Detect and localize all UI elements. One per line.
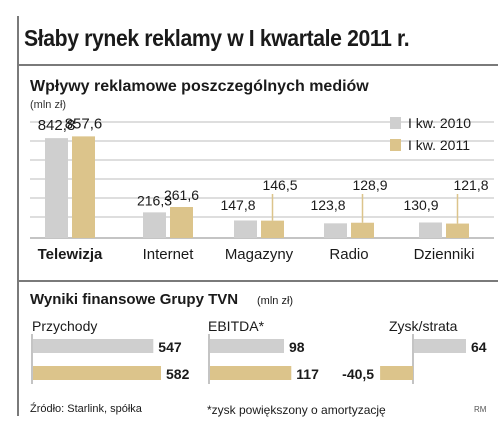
frame-left-line — [17, 16, 19, 416]
fin-group-label: EBITDA* — [208, 318, 265, 334]
data-label: 842,8 — [38, 117, 76, 134]
data-label: 130,9 — [403, 197, 438, 213]
fin-group-label: Zysk/strata — [389, 318, 458, 334]
bar — [419, 222, 442, 238]
fin-value: 117 — [296, 366, 319, 382]
frame-separator-line — [17, 280, 498, 282]
bar — [234, 220, 257, 238]
bar — [261, 220, 284, 238]
fin-value: 547 — [158, 339, 182, 355]
data-label: 147,8 — [220, 197, 255, 213]
data-label: 121,8 — [453, 177, 488, 193]
fin-bar — [33, 339, 154, 353]
data-label: 261,6 — [164, 187, 199, 203]
bar — [143, 212, 166, 238]
source-note: Źródło: Starlink, spółka — [30, 403, 142, 415]
category-label: Telewizja — [38, 246, 103, 263]
fin-bar — [380, 366, 413, 380]
category-label: Radio — [329, 246, 368, 263]
tvn-results-title-text: Wyniki finansowe Grupy TVN — [30, 291, 239, 308]
bar — [170, 207, 193, 238]
bar — [45, 138, 68, 238]
fin-bar — [414, 339, 466, 353]
author-credit: RM — [474, 405, 487, 414]
chart-title: Wpływy reklamowe poszczególnych mediów — [30, 78, 369, 95]
category-label: Dzienniki — [414, 246, 475, 263]
y-axis-unit: (mln zł) — [30, 99, 67, 111]
category-label: Internet — [143, 246, 195, 263]
data-label: 857,6 — [65, 115, 103, 132]
fin-group-label: Przychody — [32, 318, 98, 334]
page-title: Słaby rynek reklamy w I kwartale 2011 r. — [24, 25, 410, 51]
data-label: 123,8 — [310, 197, 345, 213]
data-label: 216,3 — [137, 192, 172, 208]
data-label: 146,5 — [262, 177, 297, 193]
fin-value: 582 — [166, 366, 190, 382]
fin-value: -40,5 — [342, 366, 374, 382]
bar — [446, 223, 469, 238]
category-label: Magazyny — [225, 246, 294, 263]
legend-label: I kw. 2011 — [408, 137, 470, 153]
fin-bar — [210, 366, 292, 380]
fin-bar — [210, 339, 284, 353]
bar — [351, 222, 374, 238]
footnote: *zysk powiększony o amortyzację — [207, 403, 386, 417]
legend-label: I kw. 2010 — [408, 115, 471, 131]
tvn-results-title: Wyniki finansowe Grupy TVN — [30, 291, 238, 308]
bar — [324, 223, 347, 238]
legend-swatch — [390, 139, 401, 151]
frame-top-line — [17, 64, 498, 66]
fin-value: 64 — [471, 339, 487, 355]
fin-bar — [33, 366, 161, 380]
data-label: 128,9 — [352, 177, 387, 193]
legend-swatch — [390, 117, 401, 129]
tvn-results-unit: (mln zł) — [257, 295, 294, 307]
bar — [72, 136, 95, 238]
fin-value: 98 — [289, 339, 305, 355]
